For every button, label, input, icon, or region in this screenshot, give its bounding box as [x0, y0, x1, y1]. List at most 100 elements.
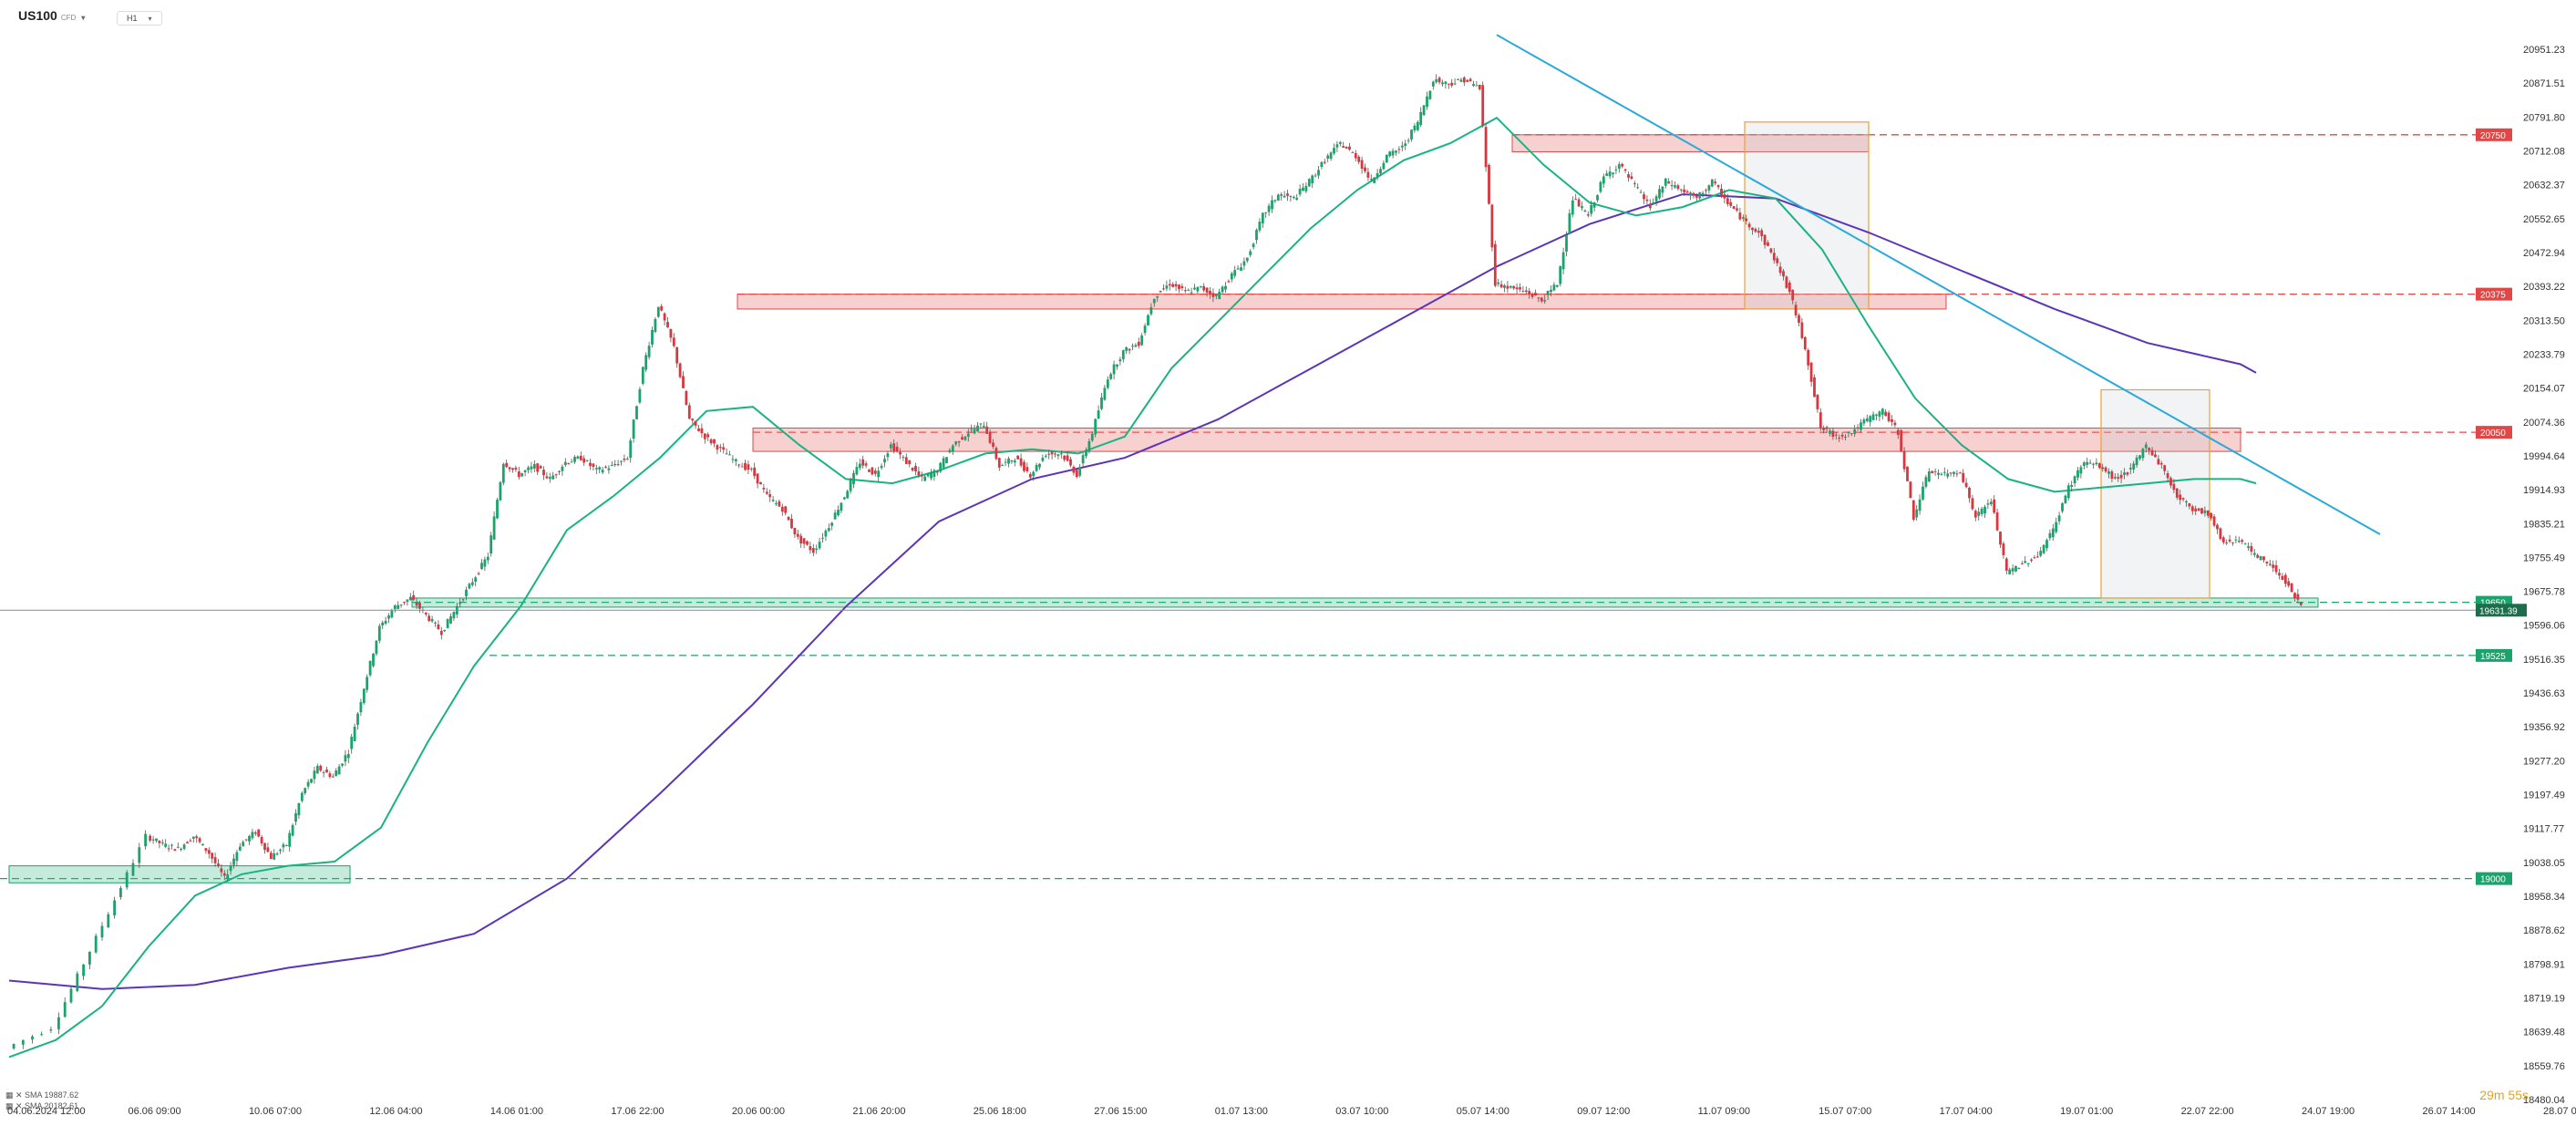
bear-candle [1896, 429, 1900, 436]
bear-candle [2126, 472, 2129, 475]
bull-candle [1661, 186, 1664, 193]
bear-candle [682, 376, 685, 388]
bear-candle [1745, 218, 1748, 222]
bull-candle [353, 727, 356, 741]
bear-candle [744, 462, 747, 470]
bull-candle [1503, 284, 1506, 288]
price-tick-label: 19835.21 [2523, 519, 2565, 530]
bull-candle [232, 858, 235, 865]
time-tick-label: 28.07 09:00 [2543, 1106, 2576, 1117]
bear-candle [2296, 594, 2300, 600]
bull-candle [2259, 555, 2262, 561]
bear-candle [778, 501, 781, 507]
bull-candle [107, 914, 110, 928]
bull-candle [1314, 175, 1317, 177]
bull-candle [1918, 499, 1922, 511]
bull-candle [1317, 170, 1320, 176]
bear-candle [222, 873, 226, 876]
bull-candle [1404, 143, 1407, 147]
bull-candle [1280, 194, 1283, 196]
bull-candle [1258, 222, 1262, 231]
bull-candle [1214, 294, 1218, 296]
bull-candle [1252, 243, 1255, 248]
bull-candle [1292, 197, 1295, 199]
bear-candle [1692, 192, 1695, 196]
bull-candle [551, 475, 555, 480]
bull-candle [2045, 540, 2048, 549]
bear-candle [747, 464, 750, 470]
bull-candle [1431, 81, 1435, 87]
bear-candle [1019, 458, 1023, 466]
bull-candle [1664, 178, 1667, 186]
level-tag-20375 [2476, 287, 2512, 301]
bear-candle [806, 541, 809, 545]
bear-candle [2290, 583, 2293, 593]
bear-candle [1822, 428, 1826, 430]
bear-candle [428, 615, 431, 621]
bear-candle [706, 434, 710, 438]
legend-sma-fast[interactable]: ▦ ✕ SMA 19887.62 [5, 1090, 79, 1100]
bear-candle [477, 573, 480, 574]
bear-candle [796, 533, 799, 537]
bull-candle [1255, 230, 1258, 241]
bull-candle [1385, 154, 1388, 163]
bull-candle [483, 559, 487, 567]
bull-candle [815, 548, 819, 551]
bull-candle [362, 688, 366, 703]
bull-candle [982, 425, 985, 428]
price-tick-label: 18958.34 [2523, 892, 2565, 903]
bull-candle [1829, 430, 1831, 434]
bear-candle [1162, 288, 1165, 290]
bear-candle [1683, 189, 1686, 192]
bear-candle [1028, 473, 1032, 478]
bear-candle [1884, 411, 1888, 417]
bear-candle [2002, 543, 2005, 555]
bear-candle [1506, 285, 1510, 289]
time-tick-label: 12.06 04:00 [369, 1106, 422, 1117]
bear-candle [2004, 558, 2008, 571]
bull-candle [656, 306, 660, 317]
bull-candle [1038, 463, 1041, 468]
bull-candle [492, 516, 496, 540]
bear-candle [1054, 453, 1056, 455]
bear-candle [2210, 512, 2213, 519]
bull-candle [1302, 187, 1304, 191]
bear-candle [213, 857, 217, 863]
bear-candle [1364, 167, 1366, 171]
bull-candle [728, 454, 731, 456]
bull-candle [1059, 453, 1063, 455]
bull-candle [1190, 292, 1193, 294]
bull-candle [1143, 325, 1147, 334]
timeframe-selector[interactable]: H1 ▾ [117, 11, 162, 26]
bear-candle [1468, 78, 1472, 81]
bull-candle [390, 610, 394, 618]
bull-candle [880, 465, 883, 469]
bear-candle [198, 838, 201, 842]
bull-candle [76, 973, 79, 991]
bear-candle [1838, 438, 1841, 439]
bull-candle [1013, 460, 1016, 463]
bear-candle [1180, 285, 1184, 289]
bull-candle [1056, 454, 1060, 457]
bear-candle [790, 519, 793, 529]
bear-candle [994, 448, 998, 460]
bull-candle [57, 1017, 60, 1029]
bull-candle [1152, 298, 1156, 304]
symbol-selector[interactable]: US100 CFD ▾ [18, 8, 85, 23]
bear-candle [582, 458, 586, 463]
bear-candle [914, 466, 917, 471]
bear-candle [1450, 82, 1454, 86]
candle-timer: 29m 55s [2479, 1088, 2529, 1102]
bull-candle [1599, 181, 1602, 192]
bear-candle [780, 506, 784, 512]
chevron-down-icon: ▾ [81, 14, 86, 22]
bull-candle [1041, 458, 1045, 461]
bull-candle [273, 853, 276, 860]
legend-sma-slow[interactable]: ▦ ✕ SMA 20182.61 [5, 1101, 79, 1111]
bear-candle [663, 313, 666, 321]
bull-candle [1550, 289, 1552, 293]
time-tick-label: 01.07 13:00 [1215, 1106, 1268, 1117]
bull-candle [1236, 268, 1240, 270]
bear-candle [2206, 510, 2210, 516]
